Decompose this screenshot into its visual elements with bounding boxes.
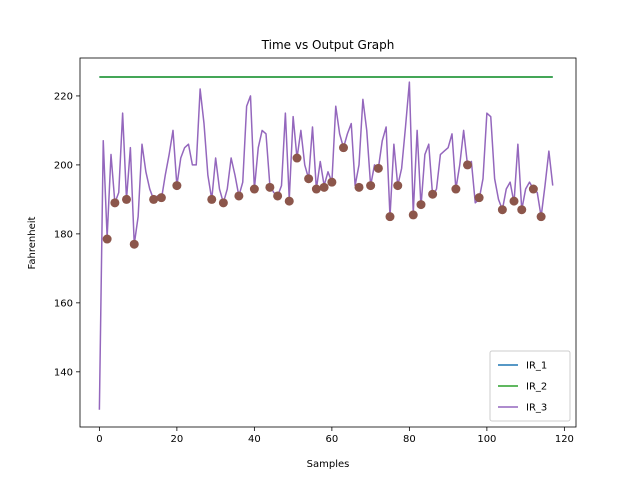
legend-label: IR_2 — [526, 382, 547, 393]
data-point — [536, 212, 546, 222]
data-point — [393, 181, 403, 191]
x-tick-label: 80 — [403, 434, 416, 445]
y-tick-label: 160 — [54, 298, 73, 309]
data-point — [265, 182, 275, 192]
legend: IR_1 IR_2 IR_3 — [489, 350, 571, 422]
data-point — [319, 182, 329, 192]
data-point — [327, 177, 337, 187]
axes-frame — [79, 57, 577, 428]
legend-box — [489, 350, 571, 422]
data-point — [354, 182, 364, 192]
data-point — [474, 193, 484, 203]
y-tick-label: 200 — [54, 160, 73, 171]
x-axis-label: Samples — [307, 459, 350, 470]
data-point — [385, 212, 395, 222]
y-tick-label: 220 — [54, 91, 73, 102]
data-point — [234, 191, 244, 201]
data-point — [463, 160, 472, 170]
y-tick-label: 180 — [54, 229, 73, 240]
x-tick-label: 120 — [555, 434, 574, 445]
y-tick-label: 140 — [54, 367, 73, 378]
chart-title: Time vs Output Graph — [261, 38, 395, 52]
data-point — [122, 194, 131, 204]
x-tick-label: 0 — [96, 434, 102, 445]
x-tick-label: 60 — [326, 434, 339, 445]
data-point — [292, 153, 302, 163]
data-point — [451, 184, 461, 194]
data-point — [304, 174, 314, 184]
data-point — [249, 184, 259, 194]
data-point — [273, 191, 283, 201]
data-point — [284, 196, 294, 206]
data-point — [497, 205, 507, 215]
data-point — [517, 205, 527, 215]
axes: 0 20 40 60 80 100 120 140 160 180 200 220 — [54, 57, 577, 445]
plot-area — [98, 76, 554, 410]
data-point — [149, 194, 159, 204]
data-point — [156, 193, 166, 203]
data-point — [110, 198, 120, 208]
data-point — [416, 200, 426, 210]
data-point — [408, 210, 418, 220]
data-point — [366, 181, 376, 191]
x-tick-label: 20 — [171, 434, 184, 445]
data-point — [207, 194, 217, 204]
x-tick-label: 100 — [477, 434, 496, 445]
data-point — [172, 181, 182, 191]
data-point — [428, 189, 438, 199]
data-point — [218, 198, 228, 208]
legend-label: IR_1 — [526, 361, 547, 372]
data-point — [509, 196, 519, 206]
data-point — [102, 234, 112, 244]
data-point — [373, 163, 383, 173]
legend-label: IR_3 — [526, 403, 547, 414]
data-point — [528, 184, 538, 194]
x-tick-label: 40 — [248, 434, 261, 445]
data-point — [129, 239, 139, 249]
y-axis-label: Fahrenheit — [27, 216, 38, 269]
data-point — [339, 143, 348, 153]
data-point — [311, 184, 321, 194]
